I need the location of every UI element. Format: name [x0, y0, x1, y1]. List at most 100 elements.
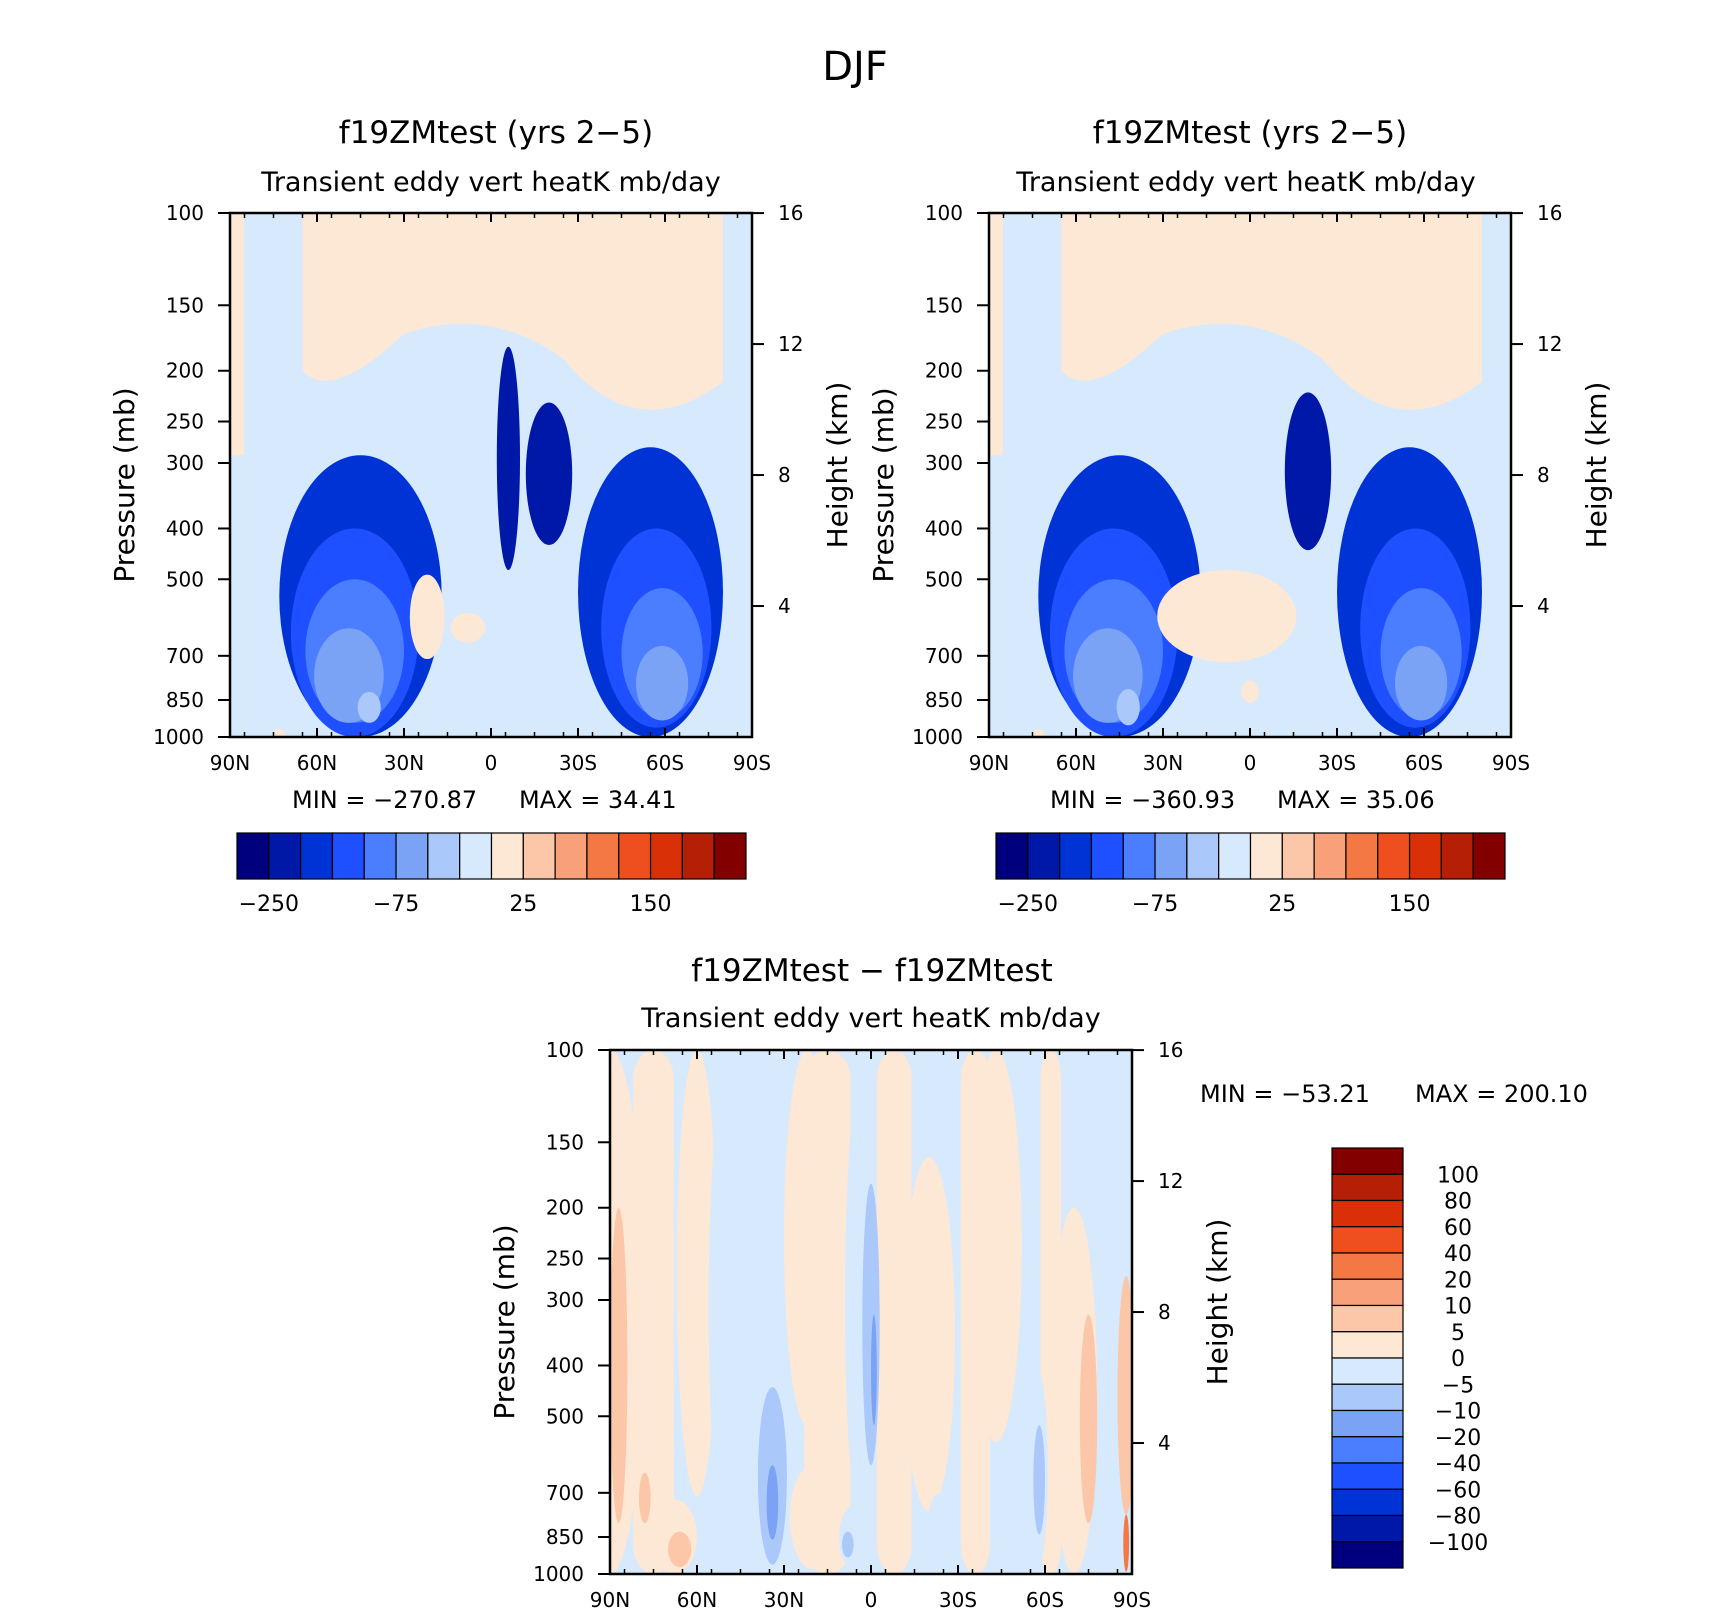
colorbar-label: −20 [1435, 1426, 1481, 1451]
colorbar-swatch [1331, 1409, 1404, 1438]
colorbar-swatch [1331, 1304, 1404, 1333]
contour-region [708, 1050, 755, 1563]
contour-region [1079, 1314, 1098, 1524]
contour-region [1395, 645, 1448, 721]
min-label: MIN = −53.21 [1200, 1080, 1370, 1108]
colorbar-swatch [331, 832, 365, 880]
colorbar-swatch [1331, 1541, 1404, 1569]
colorbar-label: −75 [1132, 892, 1178, 917]
contour-region [766, 1465, 779, 1540]
field-pole-positive [989, 213, 1003, 456]
x-tick-label: 30S [939, 1588, 977, 1612]
panel-1: f19ZMtest (yrs 2−5) Transient eddy vert h… [108, 115, 854, 917]
colorbar-swatch [649, 832, 683, 880]
x-tick-label: 30N [764, 1588, 804, 1612]
panel-3: f19ZMtest − f19ZMtest Transient eddy vert… [488, 953, 1588, 1612]
colorbar-swatch [995, 832, 1029, 880]
panel-subtitle: Transient eddy vert heatK mb/day [1015, 167, 1475, 198]
colorbar-swatch [1281, 832, 1315, 880]
x-tick-label: 90S [1113, 1588, 1151, 1612]
contour-region [1033, 1425, 1045, 1535]
y-tick-label: 1000 [153, 725, 204, 749]
colorbar-label: 40 [1444, 1242, 1472, 1267]
panel-title: f19ZMtest − f19ZMtest [691, 953, 1052, 989]
colorbar-swatch [1440, 832, 1474, 880]
colorbar-label: 25 [1268, 892, 1296, 917]
colorbar-swatch [1331, 1514, 1404, 1543]
y2-axis-label: Height (km) [821, 382, 854, 549]
y2-axis-label: Height (km) [1580, 382, 1613, 549]
panels: f19ZMtest (yrs 2−5) Transient eddy vert h… [108, 115, 1613, 1612]
x-tick-label: 90N [210, 751, 250, 775]
y-tick-label: 1000 [912, 725, 963, 749]
x-tick-label: 30N [384, 751, 424, 775]
contour-region [784, 1050, 831, 1426]
y2-tick-label: 8 [778, 463, 791, 487]
y-tick-label: 150 [546, 1130, 584, 1154]
colorbar-swatch [1331, 1331, 1404, 1359]
x-tick-label: 0 [865, 1588, 878, 1612]
y2-tick-label: 12 [778, 332, 803, 356]
y-tick-label: 850 [166, 688, 204, 712]
colorbar-label: 150 [630, 892, 672, 917]
y2-tick-label: 4 [1158, 1431, 1171, 1455]
max-label: MAX = 35.06 [1277, 786, 1435, 814]
y-tick-label: 500 [925, 567, 963, 591]
y-tick-label: 850 [546, 1525, 584, 1549]
colorbar-swatch [1331, 1252, 1404, 1280]
contour-region [1116, 689, 1140, 726]
y-tick-label: 400 [166, 516, 204, 540]
contour-region [496, 346, 520, 570]
colorbar-swatch [1331, 1199, 1404, 1228]
colorbar-swatch [236, 832, 270, 880]
x-tick-label: 60N [677, 1588, 717, 1612]
colorbar-label: 60 [1444, 1216, 1472, 1241]
max-label: MAX = 200.10 [1415, 1080, 1588, 1108]
x-tick-label: 30S [1318, 751, 1356, 775]
y-tick-label: 100 [546, 1038, 584, 1062]
contour-region [902, 1156, 956, 1512]
y-tick-label: 150 [925, 293, 963, 317]
y-tick-label: 250 [546, 1247, 584, 1271]
y-tick-label: 250 [166, 410, 204, 434]
y-axis-label: Pressure (mb) [488, 1224, 521, 1419]
colorbar-label: −250 [239, 892, 299, 917]
colorbar-label: −100 [1428, 1531, 1488, 1556]
contour-region [1117, 1276, 1132, 1515]
contour-region [1123, 1514, 1130, 1572]
colorbar-swatch [554, 832, 588, 880]
y2-axis-label: Height (km) [1201, 1219, 1234, 1386]
y-tick-label: 850 [925, 688, 963, 712]
figure-title: DJF [822, 44, 888, 90]
panel-title: f19ZMtest (yrs 2−5) [339, 115, 653, 151]
y-axis-label: Pressure (mb) [108, 387, 141, 582]
colorbar-swatch [1331, 1462, 1404, 1490]
y-tick-label: 700 [166, 644, 204, 668]
x-tick-label: 0 [1244, 751, 1257, 775]
colorbar-swatch [1090, 832, 1124, 880]
colorbar-swatch [268, 832, 302, 880]
y-tick-label: 300 [925, 451, 963, 475]
x-tick-label: 90S [733, 751, 771, 775]
contour-region [1157, 569, 1297, 663]
colorbar-label: −250 [998, 892, 1058, 917]
colorbar-swatch [395, 832, 429, 880]
colorbar-label: −80 [1435, 1505, 1481, 1530]
colorbar-label: 100 [1437, 1163, 1479, 1188]
contour-region [450, 613, 486, 643]
field-upper-positive [1061, 213, 1482, 410]
x-tick-label: 60S [1026, 1588, 1064, 1612]
colorbar-swatch [1154, 832, 1188, 880]
colorbar-label: 80 [1444, 1190, 1472, 1215]
contour-region [1241, 680, 1259, 703]
y2-tick-label: 8 [1158, 1300, 1171, 1324]
panel-2: f19ZMtest (yrs 2−5) Transient eddy vert h… [867, 115, 1613, 917]
contour-region [1032, 728, 1045, 737]
contour-region [871, 1314, 877, 1426]
field-band [633, 1050, 674, 1574]
colorbar-swatch [522, 832, 556, 880]
contour-region [525, 402, 573, 545]
colorbar-swatch [1313, 832, 1347, 880]
colorbar-swatch [1027, 832, 1061, 880]
colorbar-swatch [490, 832, 524, 880]
